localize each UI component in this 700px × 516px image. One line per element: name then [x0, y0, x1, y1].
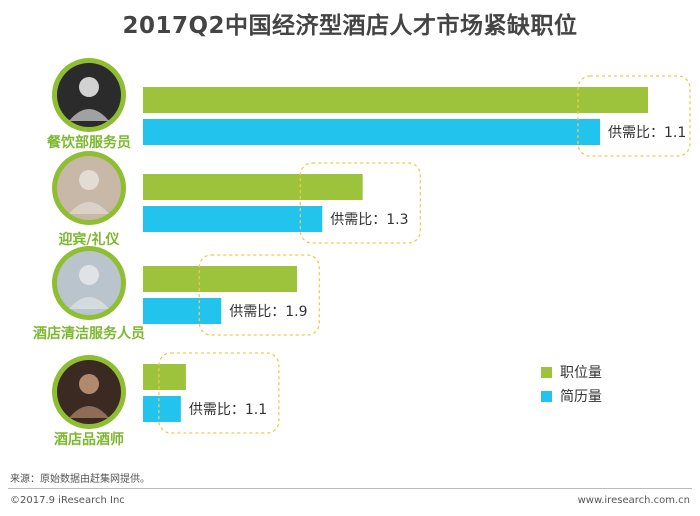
website-text: www.iresearch.com.cn [577, 495, 690, 506]
ratio-label: 供需比：1.3 [330, 212, 408, 228]
job-count-bar [143, 266, 298, 292]
chart-title: 2017Q2中国经济型酒店人才市场紧缺职位 [122, 13, 578, 39]
waiter-photo-icon [52, 58, 126, 132]
cleaner-photo-icon [52, 246, 126, 320]
ratio-callout-box [158, 352, 280, 434]
receptionist-photo-icon [52, 151, 126, 225]
ratio-callout-box [577, 75, 691, 157]
resume-count-bar [143, 396, 181, 422]
resume-count-bar [143, 298, 222, 324]
source-note: 来源：原始数据由赶集网提供。 [10, 474, 150, 485]
resume-count-bar [143, 206, 323, 232]
job-count-bar [143, 87, 648, 113]
ratio-label: 供需比：1.1 [608, 125, 686, 141]
category-label: 餐饮部服务员 [46, 134, 131, 151]
job-count-bar [143, 174, 363, 200]
copyright-text: ©2017.9 iResearch Inc [10, 495, 125, 506]
legend-label: 职位量 [560, 365, 602, 381]
legend-label: 简历量 [560, 388, 602, 405]
resume-count-bar [143, 119, 601, 145]
ratio-callout-box [198, 254, 320, 336]
legend-swatch [541, 391, 552, 402]
legend-swatch [541, 367, 552, 378]
category-label: 酒店品酒师 [54, 431, 124, 448]
footer-divider [8, 488, 692, 489]
category-label: 迎宾/礼仪 [58, 231, 120, 248]
sommelier-photo-icon [52, 355, 126, 429]
ratio-callout-box [299, 162, 421, 244]
job-count-bar [143, 364, 186, 390]
ratio-label: 供需比：1.1 [189, 402, 267, 418]
category-label: 酒店清洁服务人员 [33, 325, 145, 342]
ratio-label: 供需比：1.9 [229, 304, 307, 320]
